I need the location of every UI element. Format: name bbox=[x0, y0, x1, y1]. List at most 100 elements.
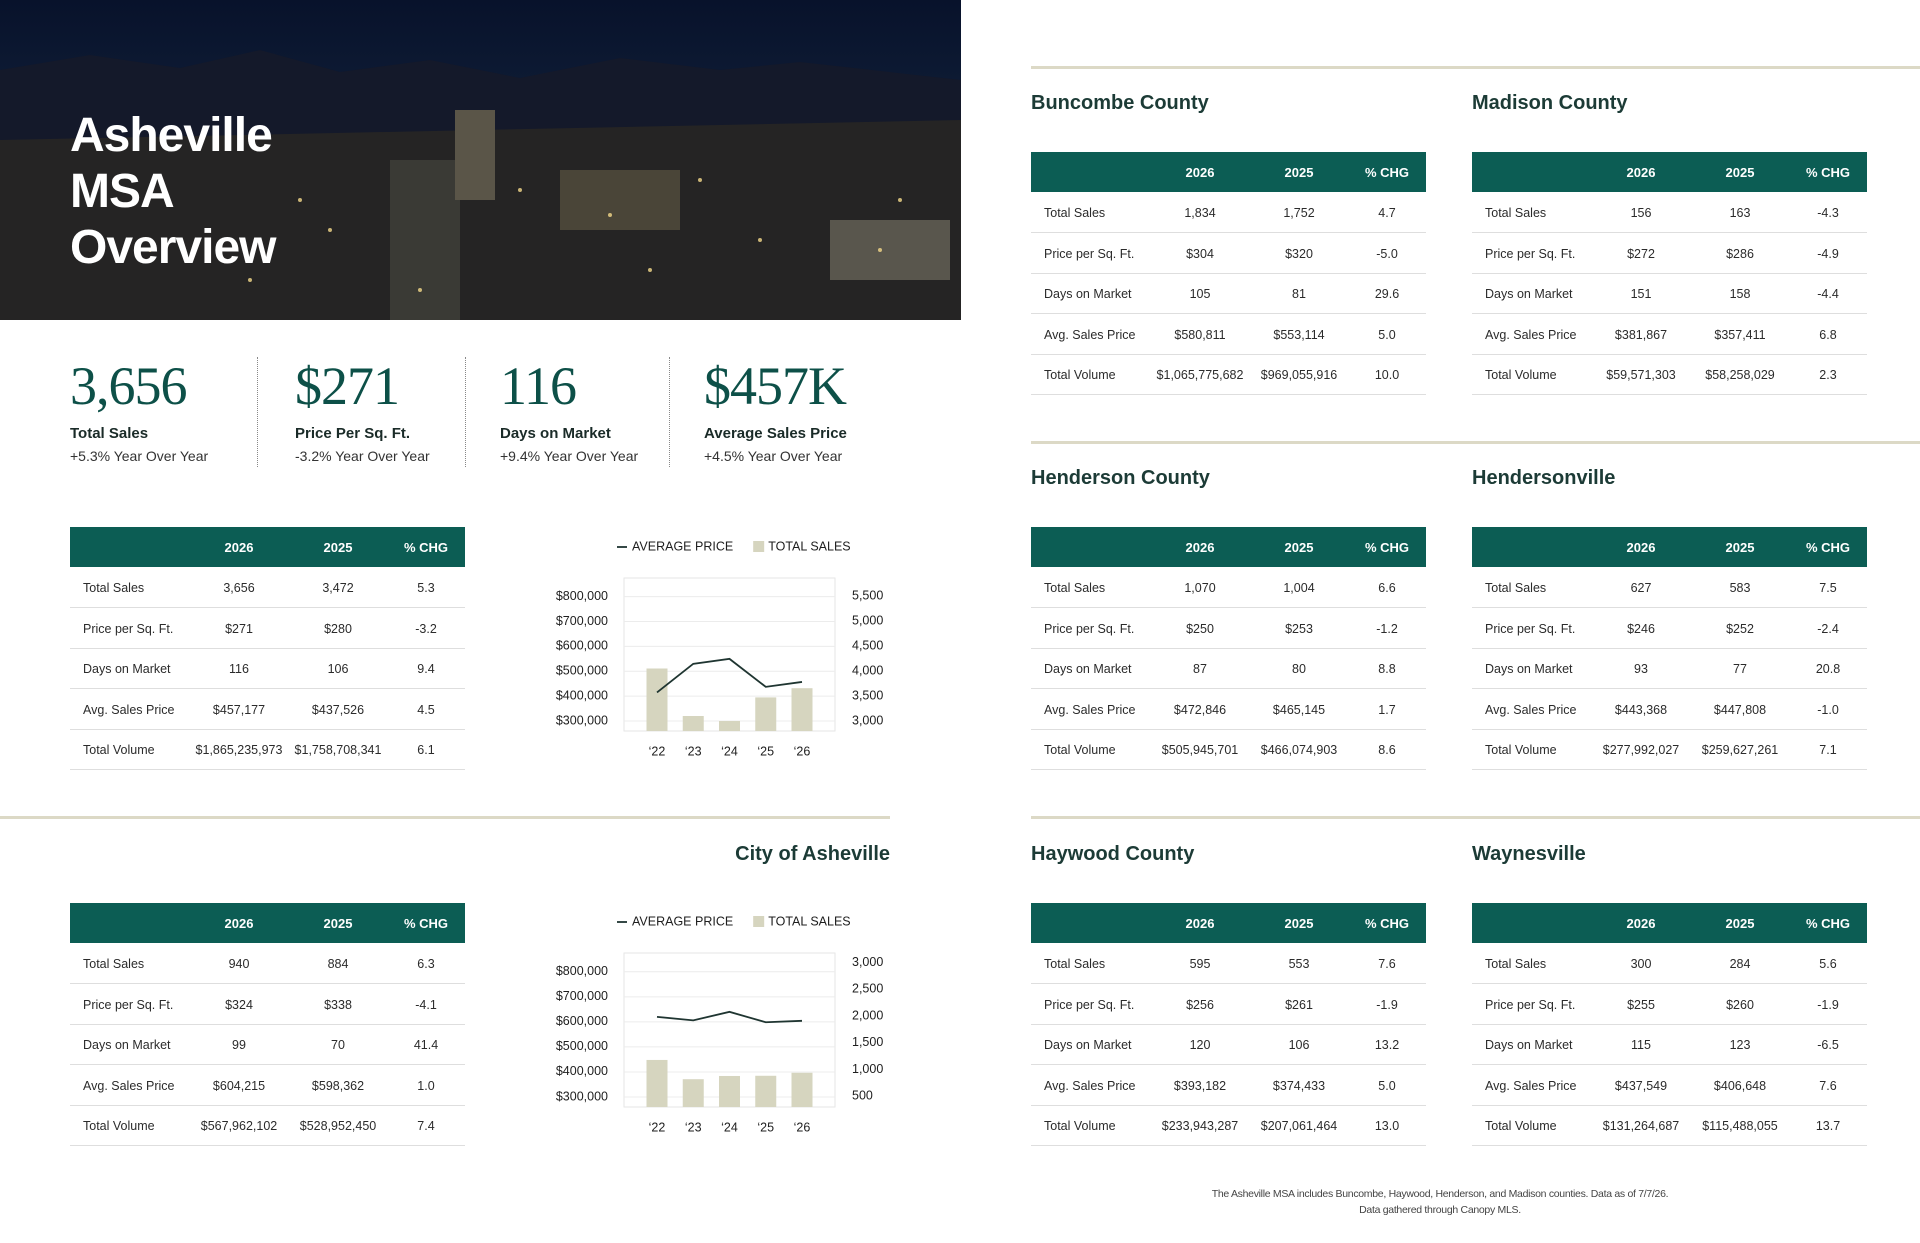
column-header: 2025 bbox=[1725, 165, 1755, 180]
y-tick-label: $700,000 bbox=[556, 614, 608, 628]
cell: 4.7 bbox=[1378, 206, 1396, 220]
cell: $447,808 bbox=[1713, 702, 1767, 717]
cell: $1,065,775,682 bbox=[1156, 368, 1244, 383]
y-tick-label: $800,000 bbox=[556, 589, 608, 603]
cell: 106 bbox=[327, 662, 349, 677]
table-row: Total Sales 156 163 -4.3 bbox=[1472, 192, 1867, 233]
legend-label: AVERAGE PRICE bbox=[632, 539, 733, 553]
row-label: Total Volume bbox=[1485, 743, 1557, 758]
cell: 80 bbox=[1292, 662, 1306, 677]
cell: $553,114 bbox=[1273, 327, 1325, 342]
cell: 29.6 bbox=[1374, 287, 1400, 302]
cell: 1,752 bbox=[1283, 206, 1315, 220]
cell: $277,992,027 bbox=[1602, 743, 1680, 758]
cell: 1,834 bbox=[1184, 206, 1216, 220]
cell: $466,074,903 bbox=[1260, 743, 1338, 758]
cell: 9.4 bbox=[417, 662, 435, 677]
cell: -1.9 bbox=[1817, 997, 1839, 1012]
y-tick-label: $300,000 bbox=[556, 713, 608, 727]
row-label: Price per Sq. Ft. bbox=[1044, 621, 1135, 636]
y-tick-label: $700,000 bbox=[556, 989, 608, 1003]
cell: 2.3 bbox=[1819, 368, 1837, 383]
cell: $246 bbox=[1627, 621, 1655, 636]
city-photo bbox=[0, 0, 961, 320]
cell: 158 bbox=[1729, 287, 1751, 302]
section-heading: Madison County bbox=[1472, 92, 1628, 114]
cell: 123 bbox=[1729, 1038, 1751, 1053]
y2-tick-label: 2,500 bbox=[852, 982, 883, 996]
kpi-change: +4.5% Year Over Year bbox=[704, 448, 843, 464]
cell: 5.3 bbox=[417, 581, 435, 595]
table-row: Avg. Sales Price $472,846 $465,145 1.7 bbox=[1031, 689, 1426, 730]
divider bbox=[1031, 441, 1920, 444]
cell: 6.1 bbox=[417, 743, 435, 758]
table-row: Total Sales 940 884 6.3 bbox=[70, 943, 465, 984]
table-row: Avg. Sales Price $457,177 $437,526 4.5 bbox=[70, 689, 465, 730]
cell: 884 bbox=[327, 957, 349, 971]
table-row: Price per Sq. Ft. $256 $261 -1.9 bbox=[1031, 984, 1426, 1025]
row-label: Price per Sq. Ft. bbox=[1485, 997, 1576, 1012]
x-tick-label: ‘24 bbox=[721, 744, 738, 758]
cell: -1.2 bbox=[1376, 621, 1398, 636]
cell: -4.9 bbox=[1817, 246, 1839, 261]
cell: -6.5 bbox=[1817, 1038, 1839, 1053]
y2-tick-label: 1,000 bbox=[852, 1062, 883, 1076]
cell: $260 bbox=[1726, 997, 1754, 1012]
table-row: Avg. Sales Price $437,549 $406,648 7.6 bbox=[1472, 1065, 1867, 1106]
bar bbox=[755, 1075, 777, 1107]
column-header: % CHG bbox=[1805, 916, 1851, 931]
cell: $567,962,102 bbox=[200, 1119, 278, 1134]
table-header: 2026 2025 % CHG bbox=[1472, 527, 1867, 567]
table-row: Days on Market 120 106 13.2 bbox=[1031, 1024, 1426, 1066]
cell: 3,656 bbox=[223, 581, 255, 595]
kpi-change: -3.2% Year Over Year bbox=[295, 448, 430, 464]
cell: $338 bbox=[324, 997, 352, 1012]
row-label: Total Volume bbox=[83, 743, 155, 758]
row-label: Avg. Sales Price bbox=[1485, 1078, 1577, 1093]
table-row: Total Volume $1,065,775,682 $969,055,916 10… bbox=[1031, 354, 1426, 396]
kpi-value: 3,656 bbox=[70, 356, 187, 416]
cell: $250 bbox=[1186, 621, 1214, 636]
legend-label: TOTAL SALES bbox=[768, 914, 850, 928]
kpi-label: Average Sales Price bbox=[704, 425, 847, 442]
table-row: Avg. Sales Price $443,368 $447,808 -1.0 bbox=[1472, 689, 1867, 730]
column-header: % CHG bbox=[1805, 540, 1851, 555]
y-tick-label: $500,000 bbox=[556, 664, 608, 678]
cell: $256 bbox=[1186, 997, 1214, 1012]
legend-swatch bbox=[753, 916, 765, 927]
cell: 5.0 bbox=[1378, 327, 1396, 342]
bar bbox=[791, 1072, 813, 1107]
column-header: 2025 bbox=[1725, 540, 1755, 555]
cell: 70 bbox=[331, 1038, 345, 1053]
y2-tick-label: 3,000 bbox=[852, 713, 883, 727]
row-label: Total Volume bbox=[83, 1119, 155, 1134]
cell: $252 bbox=[1726, 621, 1754, 636]
cell: $406,648 bbox=[1713, 1078, 1767, 1093]
bar bbox=[646, 1059, 668, 1107]
table-row: Days on Market 87 80 8.8 bbox=[1031, 648, 1426, 690]
cell: 1.7 bbox=[1378, 702, 1396, 717]
cell: -4.4 bbox=[1817, 287, 1839, 302]
table-row: Avg. Sales Price $580,811 $553,114 5.0 bbox=[1031, 314, 1426, 355]
column-header: 2025 bbox=[323, 916, 353, 931]
y2-tick-label: 2,000 bbox=[852, 1008, 883, 1022]
row-label: Avg. Sales Price bbox=[83, 1078, 175, 1093]
row-label: Days on Market bbox=[1485, 662, 1573, 677]
cell: 87 bbox=[1193, 662, 1207, 677]
cell: 77 bbox=[1733, 662, 1747, 677]
y2-tick-label: 4,000 bbox=[852, 663, 883, 677]
row-label: Price per Sq. Ft. bbox=[1044, 997, 1135, 1012]
cell: $604,215 bbox=[212, 1078, 266, 1093]
table-row: Days on Market 115 123 -6.5 bbox=[1472, 1024, 1867, 1066]
cell: 940 bbox=[228, 957, 250, 971]
x-tick-label: ‘23 bbox=[685, 744, 702, 758]
bar bbox=[682, 1079, 704, 1107]
y-tick-label: $400,000 bbox=[556, 1064, 608, 1078]
cell: -4.1 bbox=[415, 997, 437, 1012]
cell: 553 bbox=[1288, 957, 1310, 971]
cell: $1,865,235,973 bbox=[195, 743, 283, 758]
divider bbox=[1031, 66, 1920, 69]
cell: $320 bbox=[1285, 246, 1313, 261]
cell: $131,264,687 bbox=[1602, 1119, 1680, 1134]
table-row: Days on Market 116 106 9.4 bbox=[70, 648, 465, 690]
